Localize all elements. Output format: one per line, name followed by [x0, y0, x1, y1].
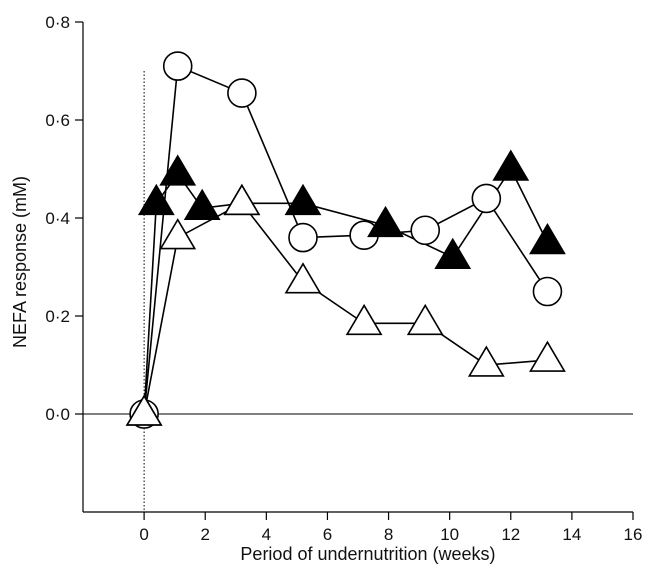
x-tick-label: 12	[501, 525, 520, 544]
x-tick-label: 0	[139, 525, 148, 544]
data-point-filled-triangle	[529, 223, 566, 255]
data-point-open-triangle	[223, 183, 261, 216]
data-point-circle	[532, 276, 563, 307]
data-point-open-triangle	[345, 303, 383, 336]
x-tick-label: 14	[562, 525, 581, 544]
data-point-circle	[288, 222, 318, 253]
data-point-open-triangle	[467, 345, 505, 377]
data-point-open-triangle	[159, 218, 197, 250]
data-point-filled-triangle	[159, 154, 197, 186]
zero-reference-lines	[83, 71, 633, 512]
series-line-open-triangle	[143, 202, 548, 415]
data-point-filled-triangle	[434, 237, 472, 269]
data-point-circle	[162, 51, 193, 81]
y-tick-label: 0·2	[45, 307, 70, 326]
x-tick-label: 2	[200, 525, 209, 544]
data-point-open-triangle	[284, 262, 322, 294]
data-point-circle	[227, 78, 257, 108]
x-tick-label: 16	[624, 525, 643, 544]
data-point-filled-triangle	[284, 183, 322, 216]
x-tick-label: 6	[323, 525, 332, 544]
markers-open-triangle	[125, 183, 566, 426]
series-line-filled-triangle	[143, 167, 549, 415]
data-series	[125, 51, 566, 429]
x-tick-label: 4	[262, 525, 271, 544]
y-tick-label: 0·8	[45, 13, 70, 32]
x-tick-label: 10	[440, 525, 459, 544]
y-axis-label: NEFA response (mM)	[10, 176, 30, 348]
data-point-circle	[410, 215, 441, 246]
data-point-filled-triangle	[492, 149, 530, 181]
data-point-open-triangle	[406, 303, 444, 336]
series-filled-triangle	[143, 167, 549, 415]
y-tick-label: 0·6	[45, 111, 70, 130]
data-point-open-triangle	[125, 394, 163, 426]
data-point-open-triangle	[529, 340, 566, 372]
data-point-filled-triangle	[183, 188, 221, 220]
x-tick-label: 8	[384, 525, 393, 544]
series-open-triangle	[143, 202, 548, 415]
y-tick-label: 0·4	[45, 209, 70, 228]
data-point-filled-triangle	[137, 183, 175, 216]
y-tick-label: 0·0	[45, 405, 70, 424]
x-axis-label: Period of undernutrition (weeks)	[240, 544, 495, 564]
axes: 0·0 0·2 0·4 0·6 0·8 0 2 4 6 8 10 12 14 16	[45, 13, 642, 544]
data-point-filled-triangle	[367, 205, 404, 238]
data-point-circle	[471, 183, 502, 214]
